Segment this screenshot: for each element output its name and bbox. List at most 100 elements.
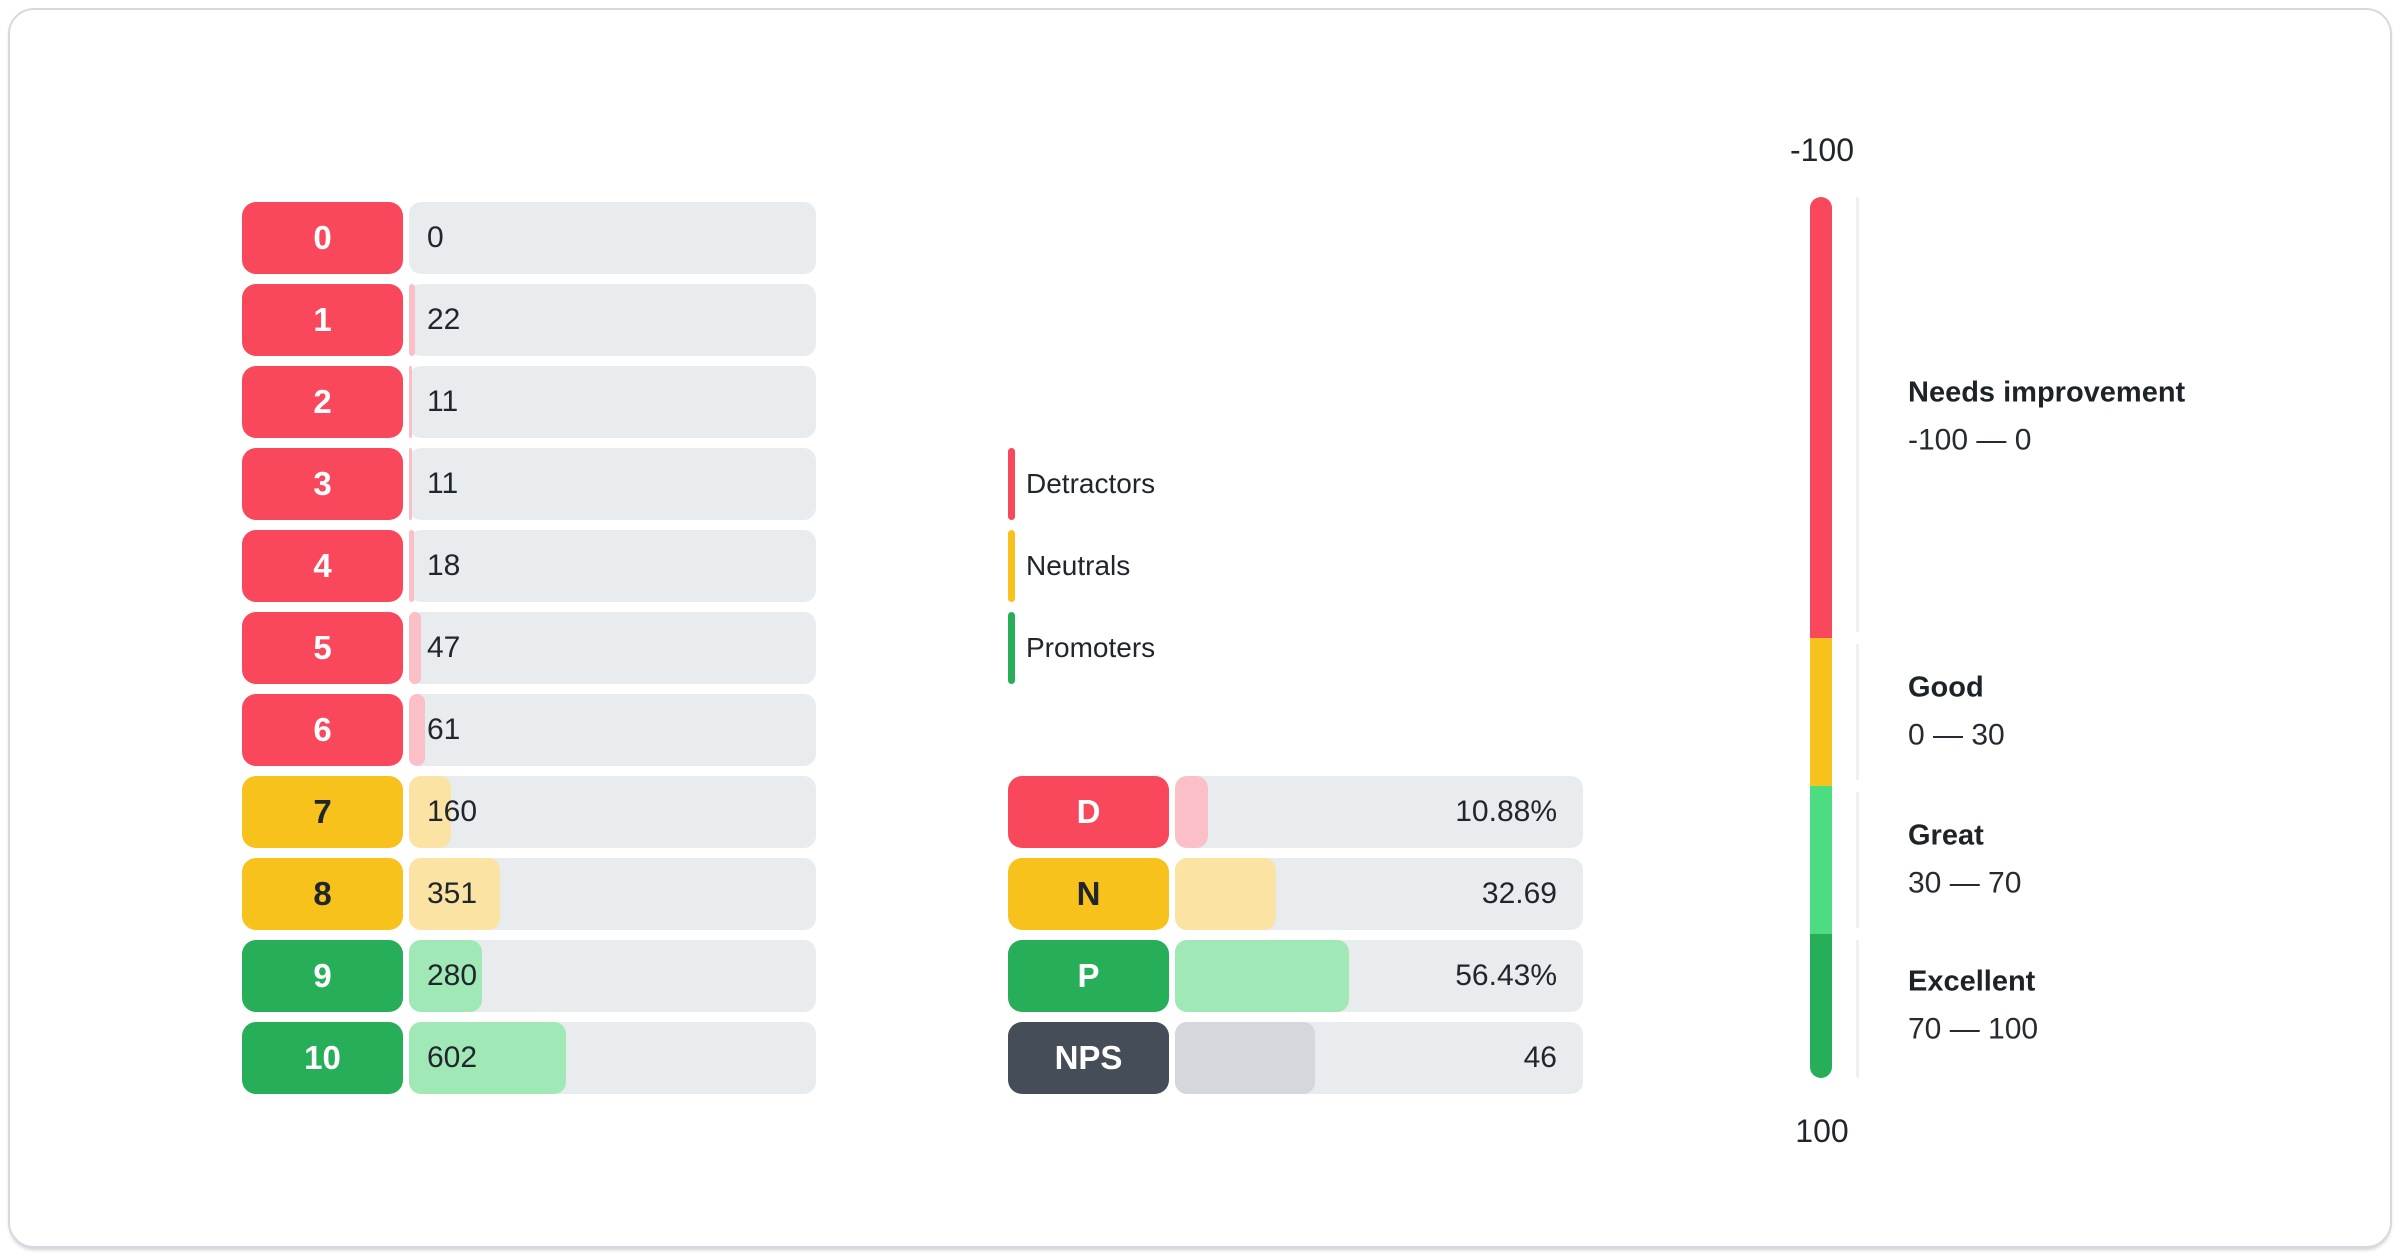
gauge-zone-segment bbox=[1810, 637, 1832, 786]
score-track: 280 bbox=[409, 940, 816, 1012]
legend-item: Neutrals bbox=[1008, 530, 1155, 602]
gauge-zone-label: Great 30 — 70 bbox=[1908, 819, 2021, 900]
score-distribution-chart: 0 0 1 22 2 11 3 11 4 18 5 bbox=[242, 202, 816, 1104]
score-row: 2 11 bbox=[242, 366, 816, 438]
gauge-zone-segment bbox=[1810, 197, 1832, 638]
legend-color-bar bbox=[1008, 448, 1015, 520]
score-count: 602 bbox=[427, 1041, 478, 1074]
score-fill bbox=[409, 858, 501, 930]
score-track: 0 bbox=[409, 202, 816, 274]
score-row: 9 280 bbox=[242, 940, 816, 1012]
summary-pill: N bbox=[1008, 858, 1169, 930]
gauge-zone-range: 30 — 70 bbox=[1908, 866, 2022, 899]
score-track: 160 bbox=[409, 776, 816, 848]
gauge-max-label: -100 bbox=[1789, 132, 1855, 168]
score-row: 6 61 bbox=[242, 694, 816, 766]
summary-pill: D bbox=[1008, 776, 1169, 848]
score-row: 4 18 bbox=[242, 530, 816, 602]
summary-track: 46 bbox=[1175, 1022, 1583, 1094]
score-count: 11 bbox=[427, 385, 459, 418]
score-fill bbox=[409, 284, 415, 356]
summary-row: D 10.88% bbox=[1008, 776, 1583, 848]
score-fill bbox=[409, 612, 422, 684]
score-row: 0 0 bbox=[242, 202, 816, 274]
score-pill: 0 bbox=[242, 202, 403, 274]
gauge-zone-segment bbox=[1810, 933, 1832, 1078]
score-fill bbox=[409, 694, 425, 766]
score-fill bbox=[409, 366, 412, 438]
score-row: 3 11 bbox=[242, 448, 816, 520]
score-pill: 10 bbox=[242, 1022, 403, 1094]
score-row: 7 160 bbox=[242, 776, 816, 848]
summary-row: P 56.43% bbox=[1008, 940, 1583, 1012]
score-fill bbox=[409, 1022, 566, 1094]
score-track: 18 bbox=[409, 530, 816, 602]
score-pill: 6 bbox=[242, 694, 403, 766]
score-row: 8 351 bbox=[242, 858, 816, 930]
gauge-zone-name: Good bbox=[1908, 671, 1984, 703]
summary-value: 56.43% bbox=[1455, 959, 1557, 992]
legend: Detractors Neutrals Promoters bbox=[1008, 448, 1155, 694]
score-row: 1 22 bbox=[242, 284, 816, 356]
legend-item: Promoters bbox=[1008, 612, 1155, 684]
summary-fill bbox=[1175, 940, 1349, 1012]
score-pill: 8 bbox=[242, 858, 403, 930]
score-fill bbox=[409, 776, 451, 848]
summary-track: 10.88% bbox=[1175, 776, 1583, 848]
score-fill bbox=[409, 530, 414, 602]
nps-report-card: 0 0 1 22 2 11 3 11 4 18 5 bbox=[8, 8, 2392, 1248]
gauge-zone-label: Excellent 70 — 100 bbox=[1908, 965, 2038, 1046]
gauge-zone-label: Needs improvement -100 — 0 bbox=[1908, 377, 2185, 458]
score-track: 11 bbox=[409, 366, 816, 438]
score-row: 10 602 bbox=[242, 1022, 816, 1094]
gauge-zone-name: Needs improvement bbox=[1908, 376, 2186, 409]
score-pill: 2 bbox=[242, 366, 403, 438]
score-count: 11 bbox=[427, 467, 459, 500]
gauge-divider-segment bbox=[1856, 939, 1859, 1078]
summary-value: 10.88% bbox=[1455, 795, 1557, 828]
summary-fill bbox=[1175, 858, 1277, 930]
score-pill: 4 bbox=[242, 530, 403, 602]
gauge-zone-range: 0 — 30 bbox=[1908, 718, 2005, 751]
score-count: 0 bbox=[427, 221, 444, 254]
gauge-divider-segment bbox=[1856, 643, 1859, 780]
score-track: 351 bbox=[409, 858, 816, 930]
score-count: 280 bbox=[427, 959, 478, 992]
score-count: 22 bbox=[427, 303, 461, 336]
gauge-zone-labels: Needs improvement -100 — 0 Good 0 — 30 G… bbox=[1908, 197, 2378, 1078]
score-fill bbox=[409, 940, 482, 1012]
score-count: 160 bbox=[427, 795, 478, 828]
gauge-zone-label: Good 0 — 30 bbox=[1908, 671, 2005, 752]
gauge-divider-segment bbox=[1856, 791, 1859, 928]
score-count: 61 bbox=[427, 713, 461, 746]
legend-color-bar bbox=[1008, 530, 1015, 602]
legend-label: Promoters bbox=[1026, 632, 1156, 663]
summary-value: 32.69 bbox=[1481, 877, 1557, 910]
summary-pill: NPS bbox=[1008, 1022, 1169, 1094]
legend-color-bar bbox=[1008, 612, 1015, 684]
summary-pill: P bbox=[1008, 940, 1169, 1012]
gauge-zone-range: 70 — 100 bbox=[1908, 1012, 2039, 1046]
score-track: 22 bbox=[409, 284, 816, 356]
summary-fill bbox=[1175, 1022, 1315, 1094]
gauge-zone-range: -100 — 0 bbox=[1908, 423, 2032, 457]
score-row: 5 47 bbox=[242, 612, 816, 684]
score-count: 18 bbox=[427, 549, 461, 582]
legend-label: Detractors bbox=[1026, 468, 1156, 499]
score-track: 11 bbox=[409, 448, 816, 520]
score-track: 47 bbox=[409, 612, 816, 684]
summary-row: N 32.69 bbox=[1008, 858, 1583, 930]
summary-track: 32.69 bbox=[1175, 858, 1583, 930]
score-track: 602 bbox=[409, 1022, 816, 1094]
summary-chart: D 10.88% N 32.69 P 56.43% NPS 46 bbox=[1008, 776, 1583, 1104]
nps-gauge-bar bbox=[1810, 197, 1832, 1078]
score-pill: 5 bbox=[242, 612, 403, 684]
gauge-zone-segment bbox=[1810, 785, 1832, 934]
gauge-divider-segment bbox=[1856, 197, 1859, 632]
summary-value: 46 bbox=[1523, 1041, 1557, 1074]
summary-row: NPS 46 bbox=[1008, 1022, 1583, 1094]
score-pill: 9 bbox=[242, 940, 403, 1012]
gauge-zone-name: Excellent bbox=[1908, 965, 2036, 998]
score-count: 47 bbox=[427, 631, 461, 664]
